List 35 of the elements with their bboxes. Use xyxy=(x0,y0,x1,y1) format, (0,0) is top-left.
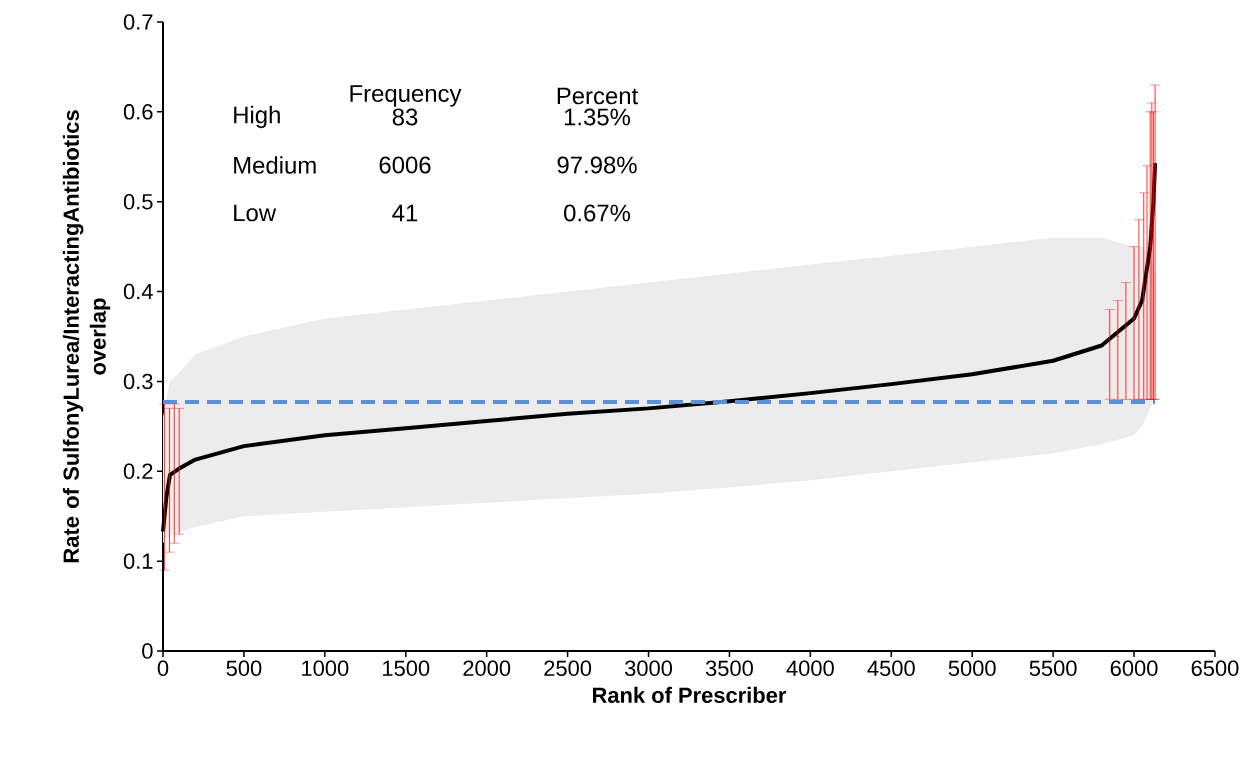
x-tick-label: 1000 xyxy=(302,660,349,677)
y-tick-label: 0.6 xyxy=(123,104,153,120)
annotation: Percent xyxy=(557,87,639,105)
x-tick-label: 2500 xyxy=(544,660,592,677)
x-tick-label: 3500 xyxy=(705,660,753,677)
x-tick-label: 4500 xyxy=(867,660,915,677)
y-axis-title: Rate of SulfonyLurea/InteractingAntibiotics overlap xyxy=(62,110,111,563)
annotation: 83 xyxy=(392,108,418,126)
x-axis-title: Rank of Prescriber xyxy=(593,686,787,703)
x-tick-label: 6500 xyxy=(1191,660,1239,677)
x-tick-label: 6000 xyxy=(1110,660,1158,677)
annotation: Medium xyxy=(234,156,316,174)
x-tick-label: 0 xyxy=(157,660,169,677)
x-tick-label: 2000 xyxy=(463,660,511,677)
x-tick-label: 5000 xyxy=(948,660,996,677)
x-tick-label: 4000 xyxy=(786,660,834,677)
x-tick-label: 1500 xyxy=(383,660,430,677)
x-tick-label: 3000 xyxy=(624,660,673,677)
annotation: 41 xyxy=(392,204,418,222)
y-tick-label: 0.1 xyxy=(123,553,153,569)
y-tick-label: 0.5 xyxy=(123,193,153,210)
annotation: 0.67% xyxy=(564,204,631,222)
annotation: Low xyxy=(234,204,277,222)
x-tick-label: 500 xyxy=(226,660,262,677)
annotation: 1.35% xyxy=(564,108,631,126)
y-tick-label: 0.3 xyxy=(123,373,153,390)
x-tick-label: 5500 xyxy=(1029,660,1077,677)
annotation: 97.98% xyxy=(557,156,637,174)
y-tick-label: 0 xyxy=(142,643,153,659)
annotation: 6006 xyxy=(379,156,431,174)
y-tick-label: 0.4 xyxy=(123,283,153,300)
annotation: High xyxy=(234,105,280,129)
y-tick-label: 0.2 xyxy=(123,463,153,480)
y-tick-label: 0.7 xyxy=(123,14,153,30)
annotation: Frequency xyxy=(350,85,462,107)
